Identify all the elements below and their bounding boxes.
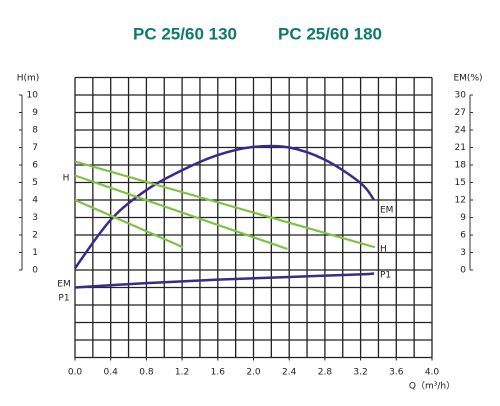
y2-tick-label: 6 — [460, 231, 466, 241]
y2-tick-label: 9 — [460, 213, 466, 223]
y-tick-label: 1 — [32, 248, 38, 258]
chart-title: PC 25/60 130 — [133, 24, 237, 43]
y2-tick-label: 21 — [455, 143, 466, 153]
x-tick-label: 0.4 — [104, 368, 119, 378]
series-label: P1 — [380, 271, 391, 281]
chart-title: PC 25/60 180 — [278, 24, 382, 43]
series-line — [74, 160, 376, 249]
x-tick-label: 2.4 — [282, 368, 297, 378]
series-label: H — [380, 245, 387, 255]
y-tick-label: 3 — [32, 213, 38, 223]
y2-tick-label: 15 — [455, 178, 466, 188]
x-tick-label: 3.2 — [353, 368, 367, 378]
y-tick-label: 2 — [32, 231, 38, 241]
y2-axis-label: EM(%) — [453, 74, 482, 84]
y-tick-label: 10 — [27, 91, 39, 101]
x-tick-label: 0.8 — [139, 368, 154, 378]
series-label: P1 — [58, 294, 69, 304]
x-tick-label: 0.0 — [68, 368, 83, 378]
series-label: EM — [380, 206, 393, 216]
y-tick-label: 0 — [32, 266, 38, 276]
y-tick-label: 5 — [32, 178, 38, 188]
x-tick-label: 1.2 — [175, 368, 189, 378]
y-tick-label: 9 — [32, 108, 38, 118]
series-line — [73, 144, 376, 269]
series-label: EM — [57, 280, 70, 290]
y2-tick-label: 30 — [455, 91, 467, 101]
series-line — [74, 272, 375, 289]
y2-tick-label: 0 — [460, 266, 466, 276]
x-tick-label: 2.0 — [246, 368, 261, 378]
x-tick-label: 1.6 — [211, 368, 226, 378]
y-tick-label: 7 — [32, 143, 38, 153]
x-axis-label: Q（m³/h） — [409, 381, 455, 392]
y2-tick-label: 12 — [455, 196, 466, 206]
y2-tick-label: 3 — [460, 248, 466, 258]
y2-tick-label: 18 — [455, 161, 467, 171]
x-tick-label: 4.0 — [425, 368, 440, 378]
x-tick-label: 2.8 — [318, 368, 333, 378]
y-axis-label: H(m) — [17, 74, 40, 84]
y2-tick-label: 27 — [455, 108, 466, 118]
series-line — [74, 174, 288, 251]
x-tick-label: 3.6 — [389, 368, 404, 378]
y2-tick-label: 24 — [455, 126, 467, 136]
series-line — [74, 198, 184, 249]
y-tick-label: 8 — [32, 126, 38, 136]
series-label: H — [63, 174, 70, 184]
y-tick-label: 6 — [32, 161, 38, 171]
y-tick-label: 4 — [32, 196, 38, 206]
